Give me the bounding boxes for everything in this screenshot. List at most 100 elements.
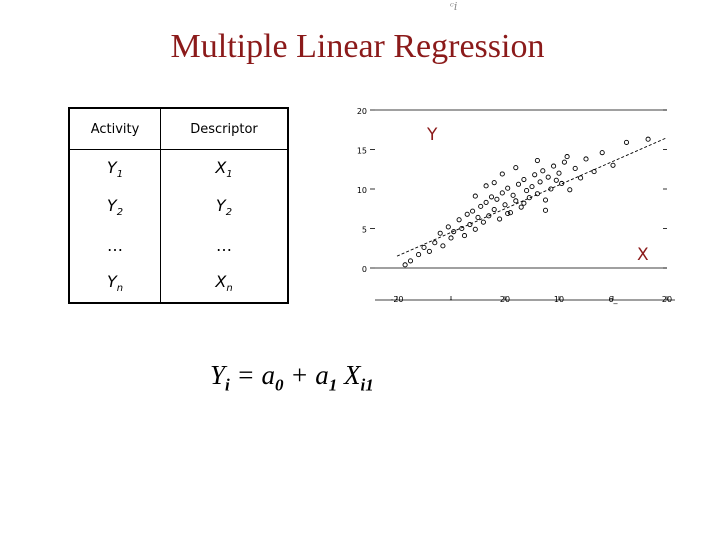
data-point: [467, 222, 473, 228]
table-row: Yn Xn: [69, 264, 288, 303]
table-header-row: Activity Descriptor: [69, 108, 288, 150]
data-point: [553, 177, 559, 183]
y-tick-label: 10: [357, 186, 367, 195]
activity-value: Y: [106, 195, 117, 215]
data-point: [548, 186, 554, 192]
data-point: [507, 210, 513, 216]
descriptor-subscript: n: [226, 283, 233, 295]
data-point: [499, 171, 505, 177]
data-point: [472, 226, 478, 232]
data-point: [402, 262, 408, 268]
activity-subscript: 2: [116, 207, 124, 219]
activity-value: Y: [106, 157, 117, 177]
data-point: [521, 176, 527, 183]
table-row: Y2 Y2: [69, 188, 288, 226]
data-point: [461, 233, 468, 239]
data-point: [599, 150, 605, 156]
data-point: [472, 193, 478, 199]
x-tick-label: 10: [554, 295, 564, 304]
descriptor-subscript: 1: [226, 169, 233, 181]
activity-cell: Y2: [69, 188, 161, 226]
data-point: [497, 216, 503, 222]
equation-x: X: [337, 360, 361, 390]
trend-line-group: [396, 137, 668, 257]
descriptor-cell: X1: [161, 150, 289, 189]
data-point: [534, 158, 540, 164]
table-row: Y1 X1: [69, 149, 289, 189]
activity-cell: …: [69, 226, 161, 264]
data-point: [532, 172, 538, 178]
data-point: [437, 230, 443, 236]
activity-subscript: 1: [116, 169, 124, 181]
data-point: [542, 207, 549, 213]
data-point: [483, 183, 489, 189]
descriptor-value: …: [216, 235, 232, 255]
data-point: [494, 196, 500, 202]
descriptor-cell: …: [161, 226, 289, 264]
data-point: [591, 169, 597, 175]
y-tick-label: 15: [357, 147, 367, 156]
y-tick-label: 5: [362, 226, 367, 235]
data-point: [421, 244, 427, 251]
data-point: [540, 168, 546, 174]
x-axis-label: X: [637, 245, 649, 265]
data-point: [499, 190, 505, 196]
data-point: [502, 202, 508, 208]
data-point: [561, 159, 567, 165]
activity-value: Y: [106, 271, 117, 291]
x-tick-label: 6_: [608, 295, 618, 304]
y-tick-label: 20: [357, 107, 367, 116]
data-point: [559, 180, 565, 187]
equation-lhs-subscript: i: [225, 375, 230, 395]
activity-subscript: n: [116, 283, 124, 295]
activity-descriptor-table: Activity Descriptor Y1 X1 Y2 Y2 … … Yn X…: [68, 107, 289, 304]
data-point: [534, 191, 540, 197]
data-point: [459, 225, 465, 232]
x-tick-label: -: [450, 295, 453, 304]
activity-value: …: [107, 235, 123, 255]
descriptor-value: Y: [215, 195, 226, 215]
regression-trend-line: [396, 137, 668, 257]
slide-title: Multiple Linear Regression: [170, 28, 545, 65]
data-point: [505, 210, 511, 217]
equation-a0-subscript: 0: [275, 375, 284, 395]
data-point: [572, 165, 578, 172]
data-point: [416, 252, 422, 258]
regression-equation: Yi = a0 + a1 Xi1: [210, 360, 374, 395]
x-tick-label: 20: [662, 295, 672, 304]
data-point: [505, 185, 511, 191]
table-row: … …: [69, 226, 288, 264]
data-point: [456, 217, 462, 223]
data-point: [407, 258, 414, 264]
descriptor-value: X: [215, 157, 227, 177]
data-point: [432, 240, 438, 246]
data-point: [537, 179, 543, 185]
data-point: [578, 175, 584, 181]
data-point: [480, 219, 486, 225]
data-point: [488, 194, 495, 200]
data-point: [491, 206, 497, 213]
data-point: [583, 156, 589, 162]
activity-cell: Yn: [69, 264, 161, 303]
data-point: [513, 198, 519, 204]
data-point: [448, 235, 454, 241]
data-point: [521, 200, 527, 206]
y-axis-ticks: 20 15 10 5 0: [357, 107, 667, 274]
x-tick-label: -20: [390, 295, 403, 304]
data-point: [483, 199, 489, 205]
y-tick-label: 0: [362, 265, 367, 274]
x-axis-ticks: -20-20 10 6_ 20: [390, 295, 672, 304]
x-tick-label: 20: [500, 295, 510, 304]
slide-top-mark: ᶜi: [450, 0, 458, 13]
data-point: [524, 188, 530, 194]
data-point: [513, 165, 519, 171]
data-points: [402, 136, 651, 268]
descriptor-subscript: 2: [225, 207, 233, 219]
equation-slope: + a: [283, 360, 329, 390]
data-point: [610, 162, 616, 168]
data-point: [515, 181, 522, 187]
data-point: [567, 187, 573, 193]
data-point: [551, 163, 557, 169]
data-point: [478, 203, 484, 209]
